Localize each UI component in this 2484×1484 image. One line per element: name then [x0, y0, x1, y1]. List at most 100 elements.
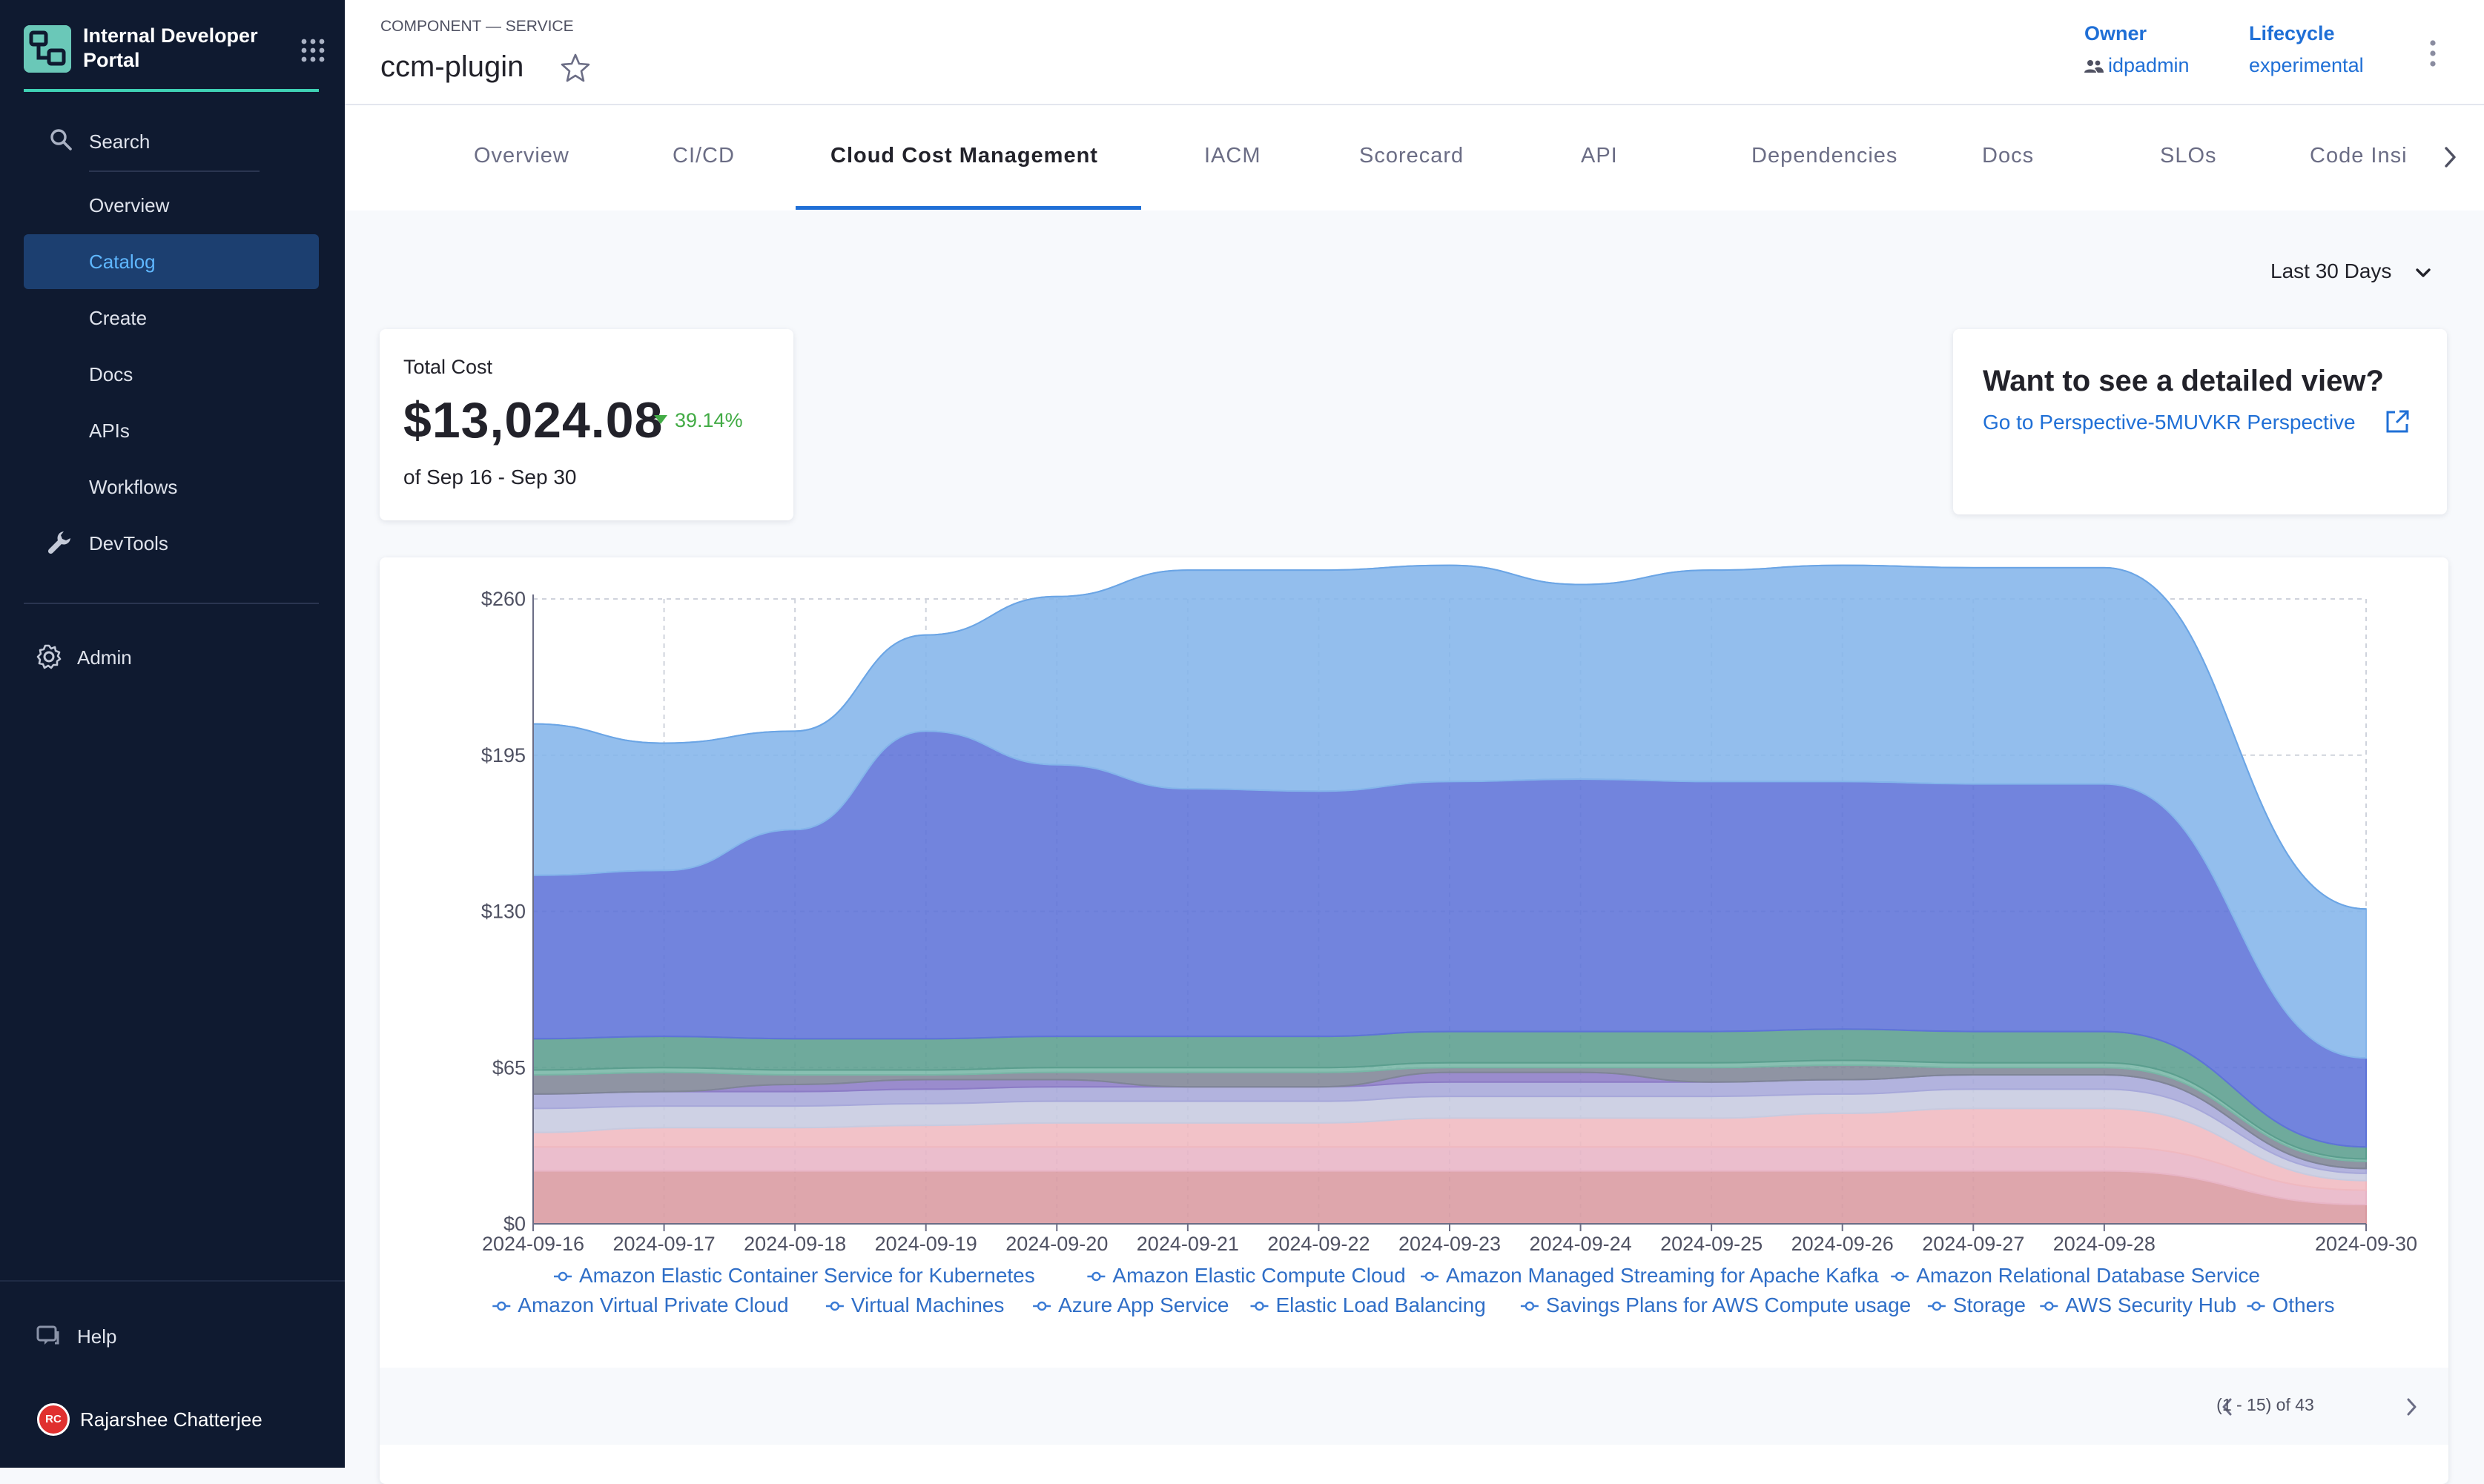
more-options-icon[interactable]	[2428, 39, 2437, 68]
x-tick-label: 2024-09-24	[1530, 1233, 1632, 1255]
entity-kind: COMPONENT — SERVICE	[380, 18, 574, 35]
legend-item[interactable]: AWS Security Hub	[2065, 1293, 2236, 1316]
x-tick-label: 2024-09-28	[2053, 1233, 2156, 1255]
legend-item[interactable]: Others	[2273, 1293, 2335, 1316]
legend-item[interactable]: Elastic Load Balancing	[1276, 1293, 1486, 1316]
y-tick-label: $130	[481, 901, 526, 923]
gear-icon	[36, 644, 62, 669]
sidebar-item-overview[interactable]: Overview	[24, 178, 319, 233]
legend-item[interactable]: Amazon Elastic Container Service for Kub…	[579, 1264, 1035, 1287]
sidebar-bottom-divider	[0, 1280, 345, 1282]
x-tick-label: 2024-09-30	[2315, 1233, 2417, 1255]
entity-header: COMPONENT — SERVICE ccm-plugin Owner idp…	[345, 0, 2484, 105]
search-divider	[89, 170, 260, 172]
tab-slos[interactable]: SLOs	[2160, 144, 2217, 168]
apps-grid-icon[interactable]	[300, 37, 326, 64]
pagination-bar: (1 - 15) of 43	[380, 1368, 2448, 1445]
lifecycle-meta: Lifecycle experimental	[2249, 22, 2364, 77]
cost-delta-value: 39.14%	[675, 409, 743, 431]
user-name[interactable]: Rajarshee Chatterjee	[80, 1408, 262, 1431]
legend-marker-dot	[1525, 1301, 1535, 1311]
external-link-icon[interactable]	[2385, 409, 2410, 434]
tab-ci-cd[interactable]: CI/CD	[673, 144, 735, 168]
tab-overview[interactable]: Overview	[474, 144, 569, 168]
sidebar-item-label: Docs	[89, 363, 133, 385]
tab-iacm[interactable]: IACM	[1204, 144, 1261, 168]
legend-item[interactable]: Azure App Service	[1058, 1293, 1229, 1316]
sidebar-divider	[24, 603, 319, 604]
sidebar-item-label: Overview	[89, 194, 170, 216]
tab-docs[interactable]: Docs	[1982, 144, 2035, 168]
x-tick-label: 2024-09-17	[613, 1233, 716, 1255]
owner-label: Owner	[2084, 22, 2147, 44]
sidebar-item-workflows[interactable]: Workflows	[24, 460, 319, 514]
sidebar-item-label: Help	[77, 1325, 117, 1348]
entity-tabs: Overview CI/CD Cloud Cost Management IAC…	[345, 105, 2484, 211]
legend-item[interactable]: Amazon Managed Streaming for Apache Kafk…	[1446, 1264, 1879, 1287]
pagination-text: (1 - 15) of 43	[2216, 1395, 2314, 1414]
detailed-view-title: Want to see a detailed view?	[1983, 365, 2384, 397]
sidebar-item-label: Catalog	[89, 251, 156, 273]
help-chat-icon	[36, 1325, 59, 1345]
y-tick-label: $0	[503, 1213, 526, 1235]
sidebar-item-docs[interactable]: Docs	[24, 347, 319, 402]
total-cost-card: Total Cost $13,024.08 39.14% of Sep 16 -…	[380, 329, 793, 520]
owner-value-row[interactable]: idpadmin	[2084, 54, 2190, 77]
time-range-select[interactable]: Last 30 Days	[2270, 259, 2392, 282]
total-cost-label: Total Cost	[403, 356, 493, 378]
sidebar-item-help[interactable]: Help	[12, 1309, 307, 1364]
tab-api[interactable]: API	[1581, 144, 1618, 168]
sidebar-item-label: DevTools	[89, 532, 168, 554]
sidebar-item-create[interactable]: Create	[24, 291, 319, 345]
chevron-right-icon[interactable]	[2440, 141, 2462, 173]
cost-area-chart: $0 $65 $130 $195 $260 2024-09-16 2024-09-17 202…	[481, 564, 2417, 1316]
legend-item[interactable]: Amazon Relational Database Service	[1916, 1264, 2260, 1287]
x-tick-label: 2024-09-20	[1005, 1233, 1108, 1255]
legend-item[interactable]: Virtual Machines	[851, 1293, 1004, 1316]
sidebar-search[interactable]: Search	[24, 114, 319, 169]
legend-marker-dot	[1255, 1301, 1264, 1311]
chevron-down-icon[interactable]	[2413, 264, 2434, 282]
portal-brand[interactable]: Internal Developer Portal	[24, 22, 325, 92]
legend-item[interactable]: Amazon Virtual Private Cloud	[518, 1293, 788, 1316]
sidebar-item-admin[interactable]: Admin	[12, 630, 307, 685]
tab-dependencies[interactable]: Dependencies	[1751, 144, 1898, 168]
x-tick-label: 2024-09-21	[1137, 1233, 1239, 1255]
legend-item[interactable]: Savings Plans for AWS Compute usage	[1546, 1293, 1911, 1316]
x-tick-label: 2024-09-25	[1660, 1233, 1763, 1255]
sidebar-search-label: Search	[89, 130, 151, 153]
sidebar-item-label: APIs	[89, 420, 130, 442]
next-page-icon[interactable]	[2402, 1395, 2420, 1419]
portal-logo-icon	[24, 25, 71, 73]
sidebar-item-catalog[interactable]: Catalog	[24, 234, 319, 289]
legend-marker-dot	[1037, 1301, 1047, 1311]
previous-page-icon[interactable]	[2219, 1395, 2236, 1419]
tab-cloud-cost-management[interactable]: Cloud Cost Management	[830, 144, 1098, 168]
lifecycle-value: experimental	[2249, 54, 2364, 76]
area-series	[532, 564, 2367, 910]
owner-value[interactable]: idpadmin	[2108, 54, 2190, 76]
detailed-view-card: Want to see a detailed view? Go to Persp…	[1953, 329, 2447, 514]
cost-chart-card: $0 $65 $130 $195 $260 2024-09-16 2024-09-17 202…	[380, 557, 2448, 1484]
tab-code-insights[interactable]: Code Insi	[2310, 144, 2408, 168]
star-icon[interactable]	[560, 52, 591, 83]
avatar[interactable]: RC	[37, 1403, 70, 1436]
legend-item[interactable]: Amazon Elastic Compute Cloud	[1112, 1264, 1405, 1287]
tab-scorecard[interactable]: Scorecard	[1359, 144, 1464, 168]
legend-marker-dot	[2044, 1301, 2054, 1311]
perspective-link[interactable]: Go to Perspective-5MUVKR Perspective	[1983, 411, 2356, 434]
x-tick-label: 2024-09-27	[1922, 1233, 2024, 1255]
legend-marker-dot	[1932, 1301, 1942, 1311]
tab-overflow-clip: Code Insi	[2310, 135, 2473, 179]
legend-marker-dot	[830, 1301, 840, 1311]
legend-item[interactable]: Storage	[1953, 1293, 2026, 1316]
legend-marker-dot	[2251, 1301, 2261, 1311]
sidebar: Internal Developer Portal Search Overvie…	[0, 0, 345, 1468]
wrench-icon	[47, 531, 70, 554]
sidebar-item-devtools[interactable]: DevTools	[24, 516, 319, 571]
x-tick-label: 2024-09-23	[1398, 1233, 1501, 1255]
legend-marker-dot	[1895, 1271, 1905, 1282]
sidebar-item-apis[interactable]: APIs	[24, 403, 319, 458]
area-series	[532, 1170, 2367, 1225]
cost-delta: 39.14%	[654, 409, 743, 432]
